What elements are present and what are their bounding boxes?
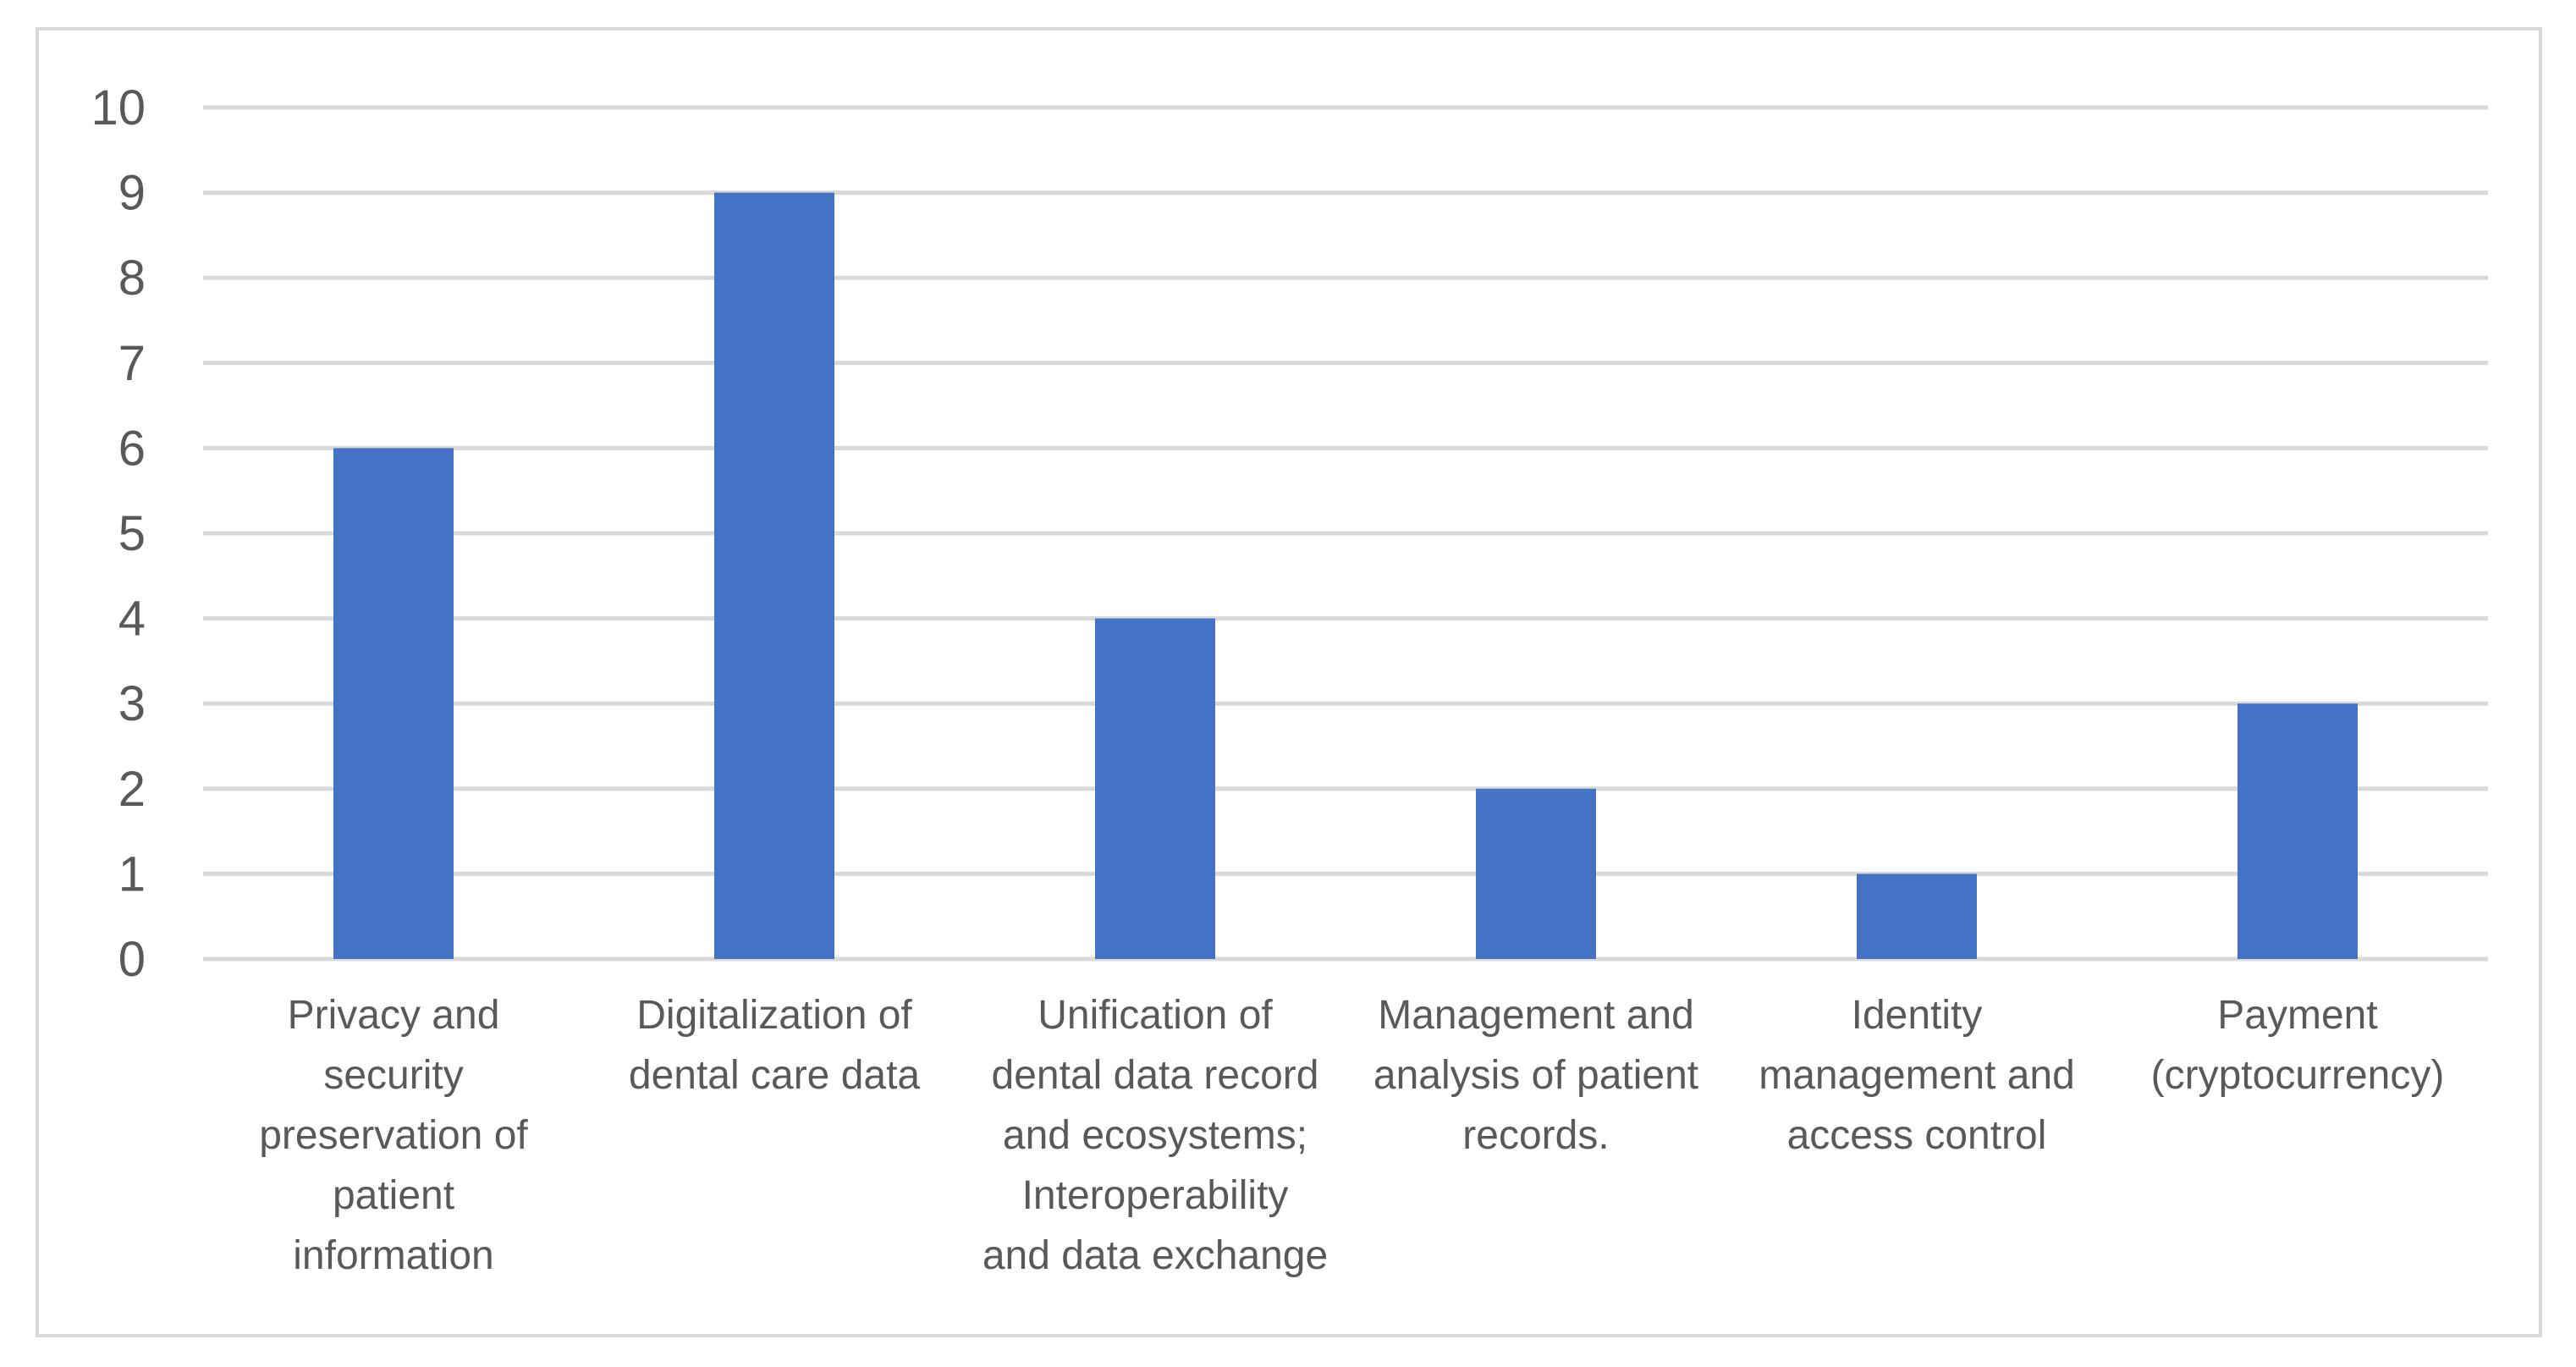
bar	[2237, 703, 2358, 959]
bar	[714, 192, 834, 960]
x-tick-label-line: security	[323, 1053, 463, 1098]
x-tick-label-line: records.	[1462, 1113, 1609, 1158]
x-tick-label-line: information	[293, 1233, 493, 1278]
y-tick-label: 9	[118, 166, 146, 221]
x-tick-label-line: preservation of	[259, 1113, 528, 1158]
x-tick-label: Identity management and access control	[1759, 993, 2075, 1158]
x-tick-label: Payment (cryptocurrency)	[2151, 993, 2445, 1098]
y-tick-label: 1	[118, 846, 146, 901]
bar	[1095, 618, 1215, 959]
x-tick-label-line: management and	[1759, 1053, 2075, 1098]
bar	[1857, 874, 1977, 959]
y-tick-label: 3	[118, 676, 146, 731]
gridlines	[203, 105, 2488, 962]
y-tick-label: 4	[118, 592, 146, 647]
x-tick-label-line: analysis of patient	[1373, 1053, 1698, 1098]
x-tick-label: Privacy and security preservation of patien…	[259, 993, 528, 1278]
x-tick-label-line: and ecosystems;	[1003, 1113, 1307, 1158]
x-tick-label-line: Unification of	[1038, 993, 1273, 1038]
y-tick-label: 0	[118, 932, 146, 987]
y-axis-ticks: 0 1 2 3 4 5 6 7 8 9 10	[91, 80, 146, 987]
x-tick-label-line: Identity	[1852, 993, 1983, 1038]
x-tick-label-line: Payment	[2217, 993, 2377, 1038]
y-tick-label: 7	[118, 336, 146, 391]
x-tick-label: Management and analysis of patient records…	[1373, 993, 1698, 1158]
x-tick-label-line: dental data record	[992, 1053, 1319, 1098]
y-tick-label: 8	[118, 251, 146, 306]
x-tick-label-line: (cryptocurrency)	[2151, 1053, 2445, 1098]
bar	[333, 448, 454, 959]
y-tick-label: 10	[91, 80, 146, 135]
bars	[333, 192, 2358, 960]
y-tick-label: 2	[118, 762, 146, 817]
y-tick-label: 5	[118, 506, 146, 561]
x-tick-label-line: access control	[1787, 1113, 2047, 1158]
x-tick-label: Digitalization of dental care data	[629, 993, 921, 1098]
x-tick-label-line: dental care data	[629, 1053, 921, 1098]
x-tick-label-line: Management and	[1378, 993, 1694, 1038]
x-tick-label: Unification of dental data record and ecos…	[983, 993, 1328, 1278]
x-tick-label-line: and data exchange	[983, 1233, 1328, 1278]
x-axis-ticks: Privacy and security preservation of patien…	[259, 993, 2444, 1278]
x-tick-label-line: Interoperability	[1022, 1173, 1289, 1218]
x-tick-label-line: Privacy and	[288, 993, 500, 1038]
bar	[1476, 788, 1596, 959]
x-tick-label-line: patient	[333, 1173, 454, 1218]
y-tick-label: 6	[118, 421, 146, 476]
x-tick-label-line: Digitalization of	[636, 993, 912, 1038]
